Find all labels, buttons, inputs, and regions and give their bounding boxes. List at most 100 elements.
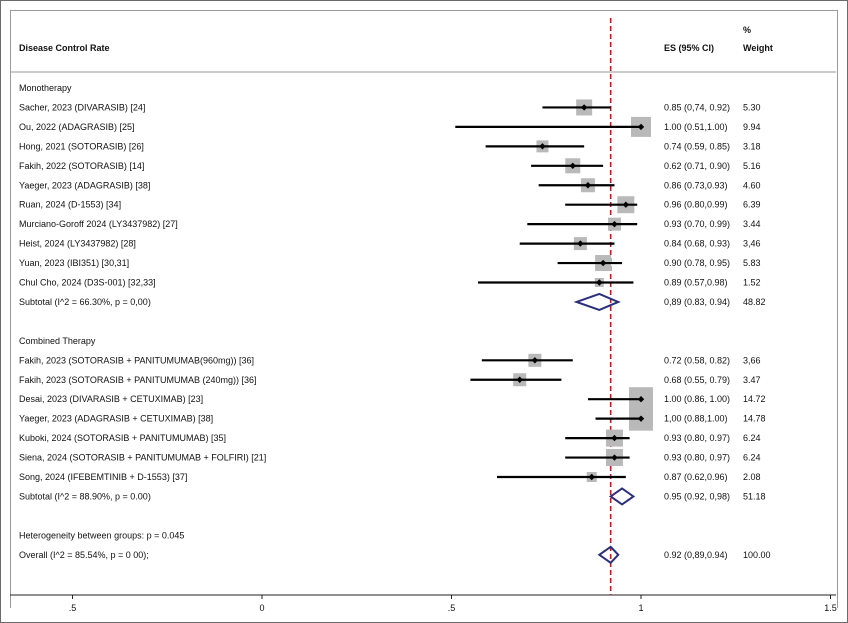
weight-column-header: Weight — [743, 43, 773, 53]
es-ci-value: 0.93 (0.70, 0.99) — [664, 219, 730, 229]
row-label: Chul Cho, 2024 (D3S-001) [32,33] — [19, 278, 156, 288]
point-estimate — [577, 240, 584, 247]
es-ci-value: 1.00 (0.86, 1.00) — [664, 394, 730, 404]
es-ci-value: 0.84 (0.68, 0.93) — [664, 239, 730, 249]
point-estimate — [622, 201, 630, 208]
weight-value: 51.18 — [743, 491, 766, 501]
x-tick-label: 1.5 — [824, 603, 837, 613]
subtotal-diamond — [608, 487, 636, 506]
row-label: Ruan, 2024 (D-1553) [34] — [19, 200, 121, 210]
weight-value: 3.44 — [743, 219, 761, 229]
study-row: Yaeger, 2023 (ADAGRASIB) [38] 0.86 (0.73,… — [19, 178, 761, 193]
point-estimate — [588, 473, 595, 481]
point-estimate — [611, 454, 618, 461]
study-row: Desai, 2023 (DIVARASIB + CETUXIMAB) [23]… — [19, 387, 766, 412]
overall-row: Overall (I^2 = 85.54%, p = 0 00); 0.92 (0… — [19, 545, 771, 565]
es-ci-value: 1,00 (0.88,1.00) — [664, 414, 728, 424]
point-estimate — [580, 104, 588, 111]
row-label: Sacher, 2023 (DIVARASIB) [24] — [19, 102, 145, 112]
row-label: Ou, 2022 (ADAGRASIB) [25] — [19, 122, 135, 132]
row-label: Yaeger, 2023 (ADAGRASIB + CETUXIMAB) [38… — [19, 414, 213, 424]
weight-value: 1.52 — [743, 278, 761, 288]
weight-value: 3.18 — [743, 141, 761, 151]
study-row: Yaeger, 2023 (ADAGRASIB + CETUXIMAB) [38… — [19, 406, 766, 431]
point-estimate — [596, 279, 603, 286]
point-estimate — [611, 434, 618, 442]
weight-value: 9.94 — [743, 122, 761, 132]
row-label: Heist, 2024 (LY3437982) [28] — [19, 239, 136, 249]
point-estimate — [599, 259, 607, 267]
es-ci-value: 0.74 (0.59, 0.85) — [664, 141, 730, 151]
point-estimate — [569, 162, 576, 169]
weight-value: 100.00 — [743, 550, 771, 560]
row-label: Fakih, 2022 (SOTORASIB) [14] — [19, 161, 144, 171]
weight-value: 3.47 — [743, 375, 761, 385]
study-row: Ruan, 2024 (D-1553) [34] 0.96 (0.80,0.99)… — [19, 196, 761, 214]
weight-value: 14.78 — [743, 414, 766, 424]
es-ci-value: 0.90 (0.78, 0.95) — [664, 258, 730, 268]
row-label: Kuboki, 2024 (SOTORASIB + PANITUMUMAB) [… — [19, 433, 226, 443]
es-column-header: ES (95% CI) — [664, 43, 714, 53]
es-ci-value: 0.86 (0.73,0.93) — [664, 180, 728, 190]
es-ci-value: 0.72 (0.58, 0.82) — [664, 355, 730, 365]
es-ci-value: 0,89 (0.83, 0.94) — [664, 297, 730, 307]
study-row: Siena, 2024 (SOTORASIB + PANITUMUMAB + F… — [19, 449, 761, 467]
study-row: Fakih, 2023 (SOTORASIB + PANITUMUMAB(960… — [19, 353, 761, 367]
es-ci-value: 0.68 (0.55, 0.79) — [664, 375, 730, 385]
weight-value: 3,46 — [743, 239, 761, 249]
row-label: Murciano-Goroff 2024 (LY3437982) [27] — [19, 219, 178, 229]
weight-value: 5.16 — [743, 161, 761, 171]
study-row: Fakih, 2023 (SOTORASIB + PANITUMUMAB (24… — [19, 373, 761, 387]
point-estimate — [637, 415, 645, 422]
weight-value: 2.08 — [743, 472, 761, 482]
study-row: Chul Cho, 2024 (D3S-001) [32,33] 0.89 (0.… — [19, 278, 761, 288]
es-ci-value: 0.93 (0.80, 0.97) — [664, 433, 730, 443]
weight-value: 48.82 — [743, 297, 766, 307]
weight-value: 14.72 — [743, 394, 766, 404]
subtotal-row: Subtotal (I^2 = 88.90%, p = 0.00) 0.95 (0… — [19, 487, 766, 506]
x-tick-label: .5 — [448, 603, 456, 613]
group-header: Monotherapy — [19, 83, 72, 93]
study-row: Song, 2024 (IFEBEMTINIB + D-1553) [37] 0.… — [19, 472, 761, 482]
es-ci-value: 0.62 (0.71, 0.90) — [664, 161, 730, 171]
x-tick-label: .5 — [69, 603, 77, 613]
point-estimate — [637, 123, 645, 131]
point-estimate — [584, 182, 592, 189]
group-header: Combined Therapy — [19, 336, 96, 346]
es-ci-value: 0.96 (0.80,0.99) — [664, 200, 728, 210]
point-estimate — [637, 396, 645, 403]
row-label: Overall (I^2 = 85.54%, p = 0 00); — [19, 550, 149, 560]
weight-column-header-percent: % — [743, 25, 751, 35]
study-row: Sacher, 2023 (DIVARASIB) [24] 0.85 (0,74,… — [19, 99, 761, 116]
weight-value: 6.24 — [743, 453, 761, 463]
point-estimate — [531, 357, 539, 364]
plot-area — [10, 10, 838, 608]
heterogeneity-note: Heterogeneity between groups: p = 0.045 — [19, 530, 184, 540]
point-estimate — [611, 220, 618, 228]
row-label: Desai, 2023 (DIVARASIB + CETUXIMAB) [23] — [19, 394, 203, 404]
x-tick-label: 1 — [638, 603, 643, 613]
weight-value: 5.83 — [743, 258, 761, 268]
point-estimate — [539, 143, 546, 150]
subtotal-row: Subtotal (I^2 = 66.30%, p = 0,00) 0,89 (0… — [19, 292, 766, 312]
weight-value: 6.39 — [743, 200, 761, 210]
overall-diamond — [597, 545, 620, 565]
es-ci-value: 0.87 (0.62,0.96) — [664, 472, 728, 482]
row-label: Siena, 2024 (SOTORASIB + PANITUMUMAB + F… — [19, 453, 266, 463]
row-label: Yuan, 2023 (IBI351) [30,31] — [19, 258, 129, 268]
weight-value: 4.60 — [743, 180, 761, 190]
row-label: Subtotal (I^2 = 66.30%, p = 0,00) — [19, 297, 151, 307]
row-label: Song, 2024 (IFEBEMTINIB + D-1553) [37] — [19, 472, 187, 482]
es-ci-value: 0.92 (0,89,0.94) — [664, 550, 728, 560]
es-ci-value: 0.89 (0.57,0.98) — [664, 278, 728, 288]
study-row: Kuboki, 2024 (SOTORASIB + PANITUMUMAB) [… — [19, 429, 761, 447]
row-label: Fakih, 2023 (SOTORASIB + PANITUMUMAB(960… — [19, 355, 254, 365]
chart-title: Disease Control Rate — [19, 43, 110, 53]
es-ci-value: 0.95 (0.92, 0,98) — [664, 491, 730, 501]
es-ci-value: 1.00 (0.51,1.00) — [664, 122, 728, 132]
study-row: Yuan, 2023 (IBI351) [30,31] 0.90 (0.78, 0… — [19, 255, 761, 272]
weight-value: 3,66 — [743, 355, 761, 365]
weight-value: 5.30 — [743, 102, 761, 112]
